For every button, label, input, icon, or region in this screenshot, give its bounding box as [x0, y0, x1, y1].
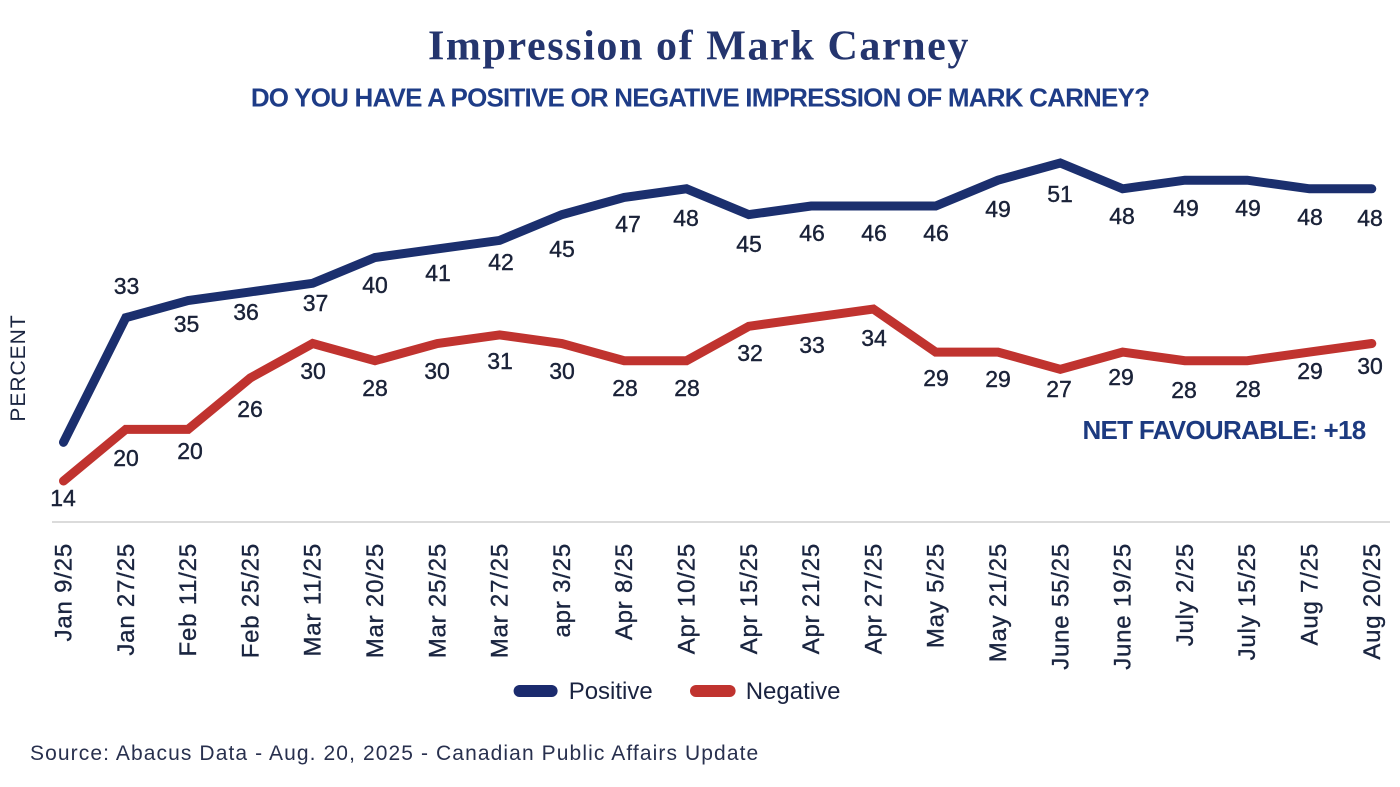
svg-text:apr 3/25: apr 3/25 — [549, 543, 576, 637]
svg-text:41: 41 — [425, 260, 451, 286]
svg-text:33: 33 — [114, 273, 140, 299]
svg-text:Apr 8/25: Apr 8/25 — [611, 543, 638, 640]
svg-text:45: 45 — [549, 236, 575, 262]
svg-text:37: 37 — [303, 290, 329, 316]
svg-text:30: 30 — [549, 358, 575, 384]
svg-text:July 15/25: July 15/25 — [1234, 543, 1261, 660]
svg-text:Negative: Negative — [746, 678, 841, 705]
svg-text:Apr 27/25: Apr 27/25 — [860, 543, 887, 654]
svg-text:June 19/25: June 19/25 — [1110, 543, 1137, 670]
svg-text:Mar 25/25: Mar 25/25 — [424, 543, 451, 658]
svg-text:DO YOU HAVE A POSITIVE OR NEGA: DO YOU HAVE A POSITIVE OR NEGATIVE IMPRE… — [251, 83, 1149, 113]
svg-text:May 21/25: May 21/25 — [985, 543, 1012, 662]
svg-text:48: 48 — [1109, 203, 1135, 229]
svg-text:Apr 21/25: Apr 21/25 — [798, 543, 825, 654]
svg-text:PERCENT: PERCENT — [7, 314, 30, 421]
svg-text:Feb 11/25: Feb 11/25 — [175, 543, 202, 657]
svg-text:29: 29 — [923, 365, 949, 391]
svg-text:48: 48 — [673, 205, 699, 231]
svg-text:Impression of Mark Carney: Impression of Mark Carney — [428, 24, 970, 70]
svg-text:46: 46 — [861, 220, 887, 246]
svg-text:Aug 7/25: Aug 7/25 — [1297, 543, 1324, 645]
svg-text:49: 49 — [1235, 195, 1261, 221]
svg-text:Positive: Positive — [569, 678, 653, 705]
svg-text:20: 20 — [177, 438, 203, 464]
svg-text:48: 48 — [1297, 204, 1323, 230]
svg-text:Aug 20/25: Aug 20/25 — [1359, 543, 1386, 660]
svg-text:36: 36 — [233, 299, 259, 325]
svg-text:40: 40 — [362, 272, 388, 298]
svg-text:32: 32 — [737, 340, 763, 366]
svg-text:31: 31 — [487, 348, 513, 374]
svg-text:30: 30 — [300, 358, 326, 384]
svg-text:47: 47 — [615, 211, 641, 237]
svg-text:Apr 10/25: Apr 10/25 — [674, 543, 701, 654]
svg-text:28: 28 — [362, 375, 388, 401]
svg-text:28: 28 — [1171, 377, 1197, 403]
svg-text:Apr 15/25: Apr 15/25 — [736, 543, 763, 654]
svg-text:28: 28 — [1235, 376, 1261, 402]
svg-text:51: 51 — [1047, 181, 1073, 207]
svg-text:20: 20 — [113, 445, 139, 471]
svg-text:29: 29 — [985, 366, 1011, 392]
svg-text:29: 29 — [1297, 358, 1323, 384]
svg-text:30: 30 — [424, 358, 450, 384]
svg-text:49: 49 — [985, 196, 1011, 222]
svg-text:NET FAVOURABLE: +18: NET FAVOURABLE: +18 — [1082, 415, 1365, 445]
svg-text:Jan 27/25: Jan 27/25 — [113, 543, 140, 656]
svg-text:Source: Abacus Data - Aug. 20,: Source: Abacus Data - Aug. 20, 2025 - Ca… — [30, 742, 759, 765]
svg-text:30: 30 — [1357, 353, 1383, 379]
svg-text:46: 46 — [923, 220, 949, 246]
svg-text:July 2/25: July 2/25 — [1172, 543, 1199, 646]
svg-text:Mar 11/25: Mar 11/25 — [300, 543, 327, 656]
svg-text:48: 48 — [1357, 205, 1383, 231]
svg-text:42: 42 — [488, 249, 514, 275]
svg-text:June 55/25: June 55/25 — [1047, 543, 1074, 670]
svg-text:Mar 27/25: Mar 27/25 — [487, 543, 514, 658]
svg-text:49: 49 — [1173, 195, 1199, 221]
svg-text:Jan 9/25: Jan 9/25 — [51, 543, 78, 641]
svg-text:Mar 20/25: Mar 20/25 — [362, 543, 389, 658]
svg-text:14: 14 — [50, 485, 76, 511]
svg-text:35: 35 — [174, 311, 200, 337]
svg-text:33: 33 — [799, 332, 825, 358]
svg-text:May 5/25: May 5/25 — [923, 543, 950, 648]
svg-text:Feb 25/25: Feb 25/25 — [237, 543, 264, 658]
svg-text:28: 28 — [674, 375, 700, 401]
svg-text:27: 27 — [1046, 376, 1072, 402]
svg-text:28: 28 — [612, 375, 638, 401]
svg-text:26: 26 — [237, 396, 263, 422]
svg-text:29: 29 — [1108, 364, 1134, 390]
svg-text:34: 34 — [861, 325, 887, 351]
svg-text:45: 45 — [736, 231, 762, 257]
svg-text:46: 46 — [799, 220, 825, 246]
